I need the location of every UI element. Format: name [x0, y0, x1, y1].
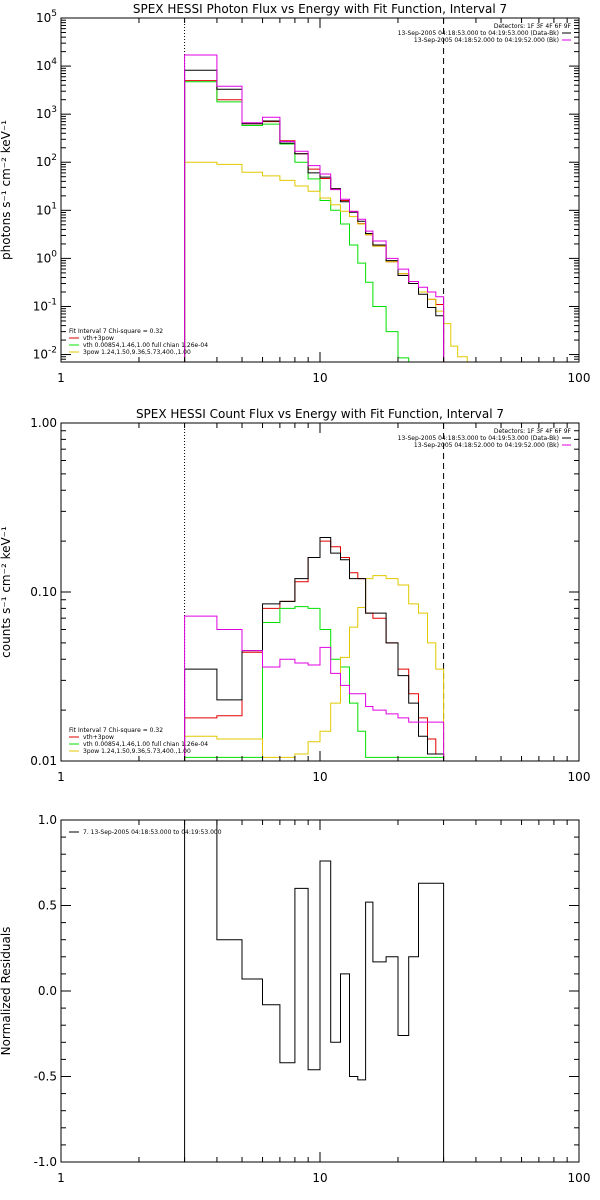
series-line-3pow: [184, 575, 445, 761]
annotation-right: 13-Sep-2005 04:18:53.000 to 04:19:53.000…: [398, 435, 559, 442]
x-tick-label: 100: [568, 1171, 591, 1185]
legend-entry: vth 0.00854,1.46,1.00 full chian 1.26e-0…: [83, 741, 208, 748]
x-tick-label: 1: [57, 371, 65, 385]
chart-title: SPEX HESSI Photon Flux vs Energy with Fi…: [133, 2, 507, 16]
y-tick-label: 0.01: [30, 754, 57, 768]
y-tick-label: 104: [36, 57, 57, 73]
legend-entry: Fit Interval 7 Chi-square = 0.32: [69, 328, 163, 335]
y-tick-label: 10-2: [33, 346, 57, 362]
panel-2: SPEX HESSI Count Flux vs Energy with Fit…: [0, 407, 590, 784]
series-line-vth-3pow: [184, 540, 445, 761]
panel-1: SPEX HESSI Photon Flux vs Energy with Fi…: [0, 2, 590, 385]
series-line-data-bk: [184, 537, 445, 761]
y-tick-label: 105: [36, 9, 57, 25]
annotation-right: Detectors: 1F 3F 4F 6F 9F: [494, 23, 572, 30]
y-tick-label: -1.0: [34, 1155, 57, 1169]
series-line-3pow: [184, 161, 468, 362]
y-axis-label: photons s⁻¹ cm⁻² keV⁻¹: [0, 120, 13, 260]
series-line-vth: [184, 81, 410, 362]
series-line-bk: [184, 615, 445, 761]
legend-entry: Fit Interval 7 Chi-square = 0.32: [69, 727, 163, 734]
y-tick-label: 0.0: [38, 984, 57, 998]
series-line-bk: [184, 54, 445, 362]
x-tick-label: 1: [57, 1171, 65, 1185]
y-tick-label: 103: [36, 105, 57, 121]
legend-entry: 3pow 1.24,1.50,9.36,5.73,400.,1.00: [83, 748, 191, 755]
series-line-vth-3pow: [184, 80, 445, 362]
annotation-right: Detectors: 1F 3F 4F 6F 9F: [494, 428, 572, 435]
y-axis-label: counts s⁻¹ cm⁻² keV⁻¹: [0, 526, 13, 658]
y-axis-label: Normalized Residuals: [0, 927, 13, 1056]
x-tick-label: 10: [312, 1171, 327, 1185]
series-group: [184, 820, 445, 1162]
series-group: [184, 537, 445, 761]
y-tick-label: 10-1: [33, 297, 57, 313]
y-tick-label: 1.00: [30, 416, 57, 430]
annotation-right: 13-Sep-2005 04:18:52.000 to 04:19:52.000…: [414, 442, 559, 449]
y-tick-label: 101: [36, 201, 57, 217]
legend-entry: vth 0.00854,1.46,1.00 full chian 1.26e-0…: [83, 342, 208, 349]
legend-entry: 7. 13-Sep-2005 04:18:53.000 to 04:19:53.…: [83, 829, 222, 836]
x-tick-label: 10: [312, 770, 327, 784]
legend-entry: vth+3pow: [83, 335, 114, 342]
legend-entry: vth+3pow: [83, 734, 114, 741]
y-tick-label: -0.5: [34, 1070, 57, 1084]
series-line-residuals: [184, 820, 445, 1162]
panel-3: 1 10 100 -1.0 -0.5 0.0 0.5 1.0 Normalized Residu…: [0, 813, 590, 1185]
x-tick-label: 100: [568, 770, 591, 784]
x-tick-label: 10: [312, 371, 327, 385]
annotation-right: 13-Sep-2005 04:18:52.000 to 04:19:52.000…: [414, 37, 559, 44]
x-tick-label: 1: [57, 770, 65, 784]
y-tick-label: 102: [36, 153, 57, 169]
y-tick-label: 100: [36, 249, 57, 265]
legend-entry: 3pow 1.24,1.50,9.36,5.73,400.,1.00: [83, 349, 191, 356]
series-group: [184, 54, 468, 362]
plot-frame: [60, 422, 580, 762]
y-tick-label: 1.0: [38, 813, 57, 827]
y-tick-label: 0.5: [38, 899, 57, 913]
series-line-data-bk: [184, 69, 445, 362]
chart-title: SPEX HESSI Count Flux vs Energy with Fit…: [136, 407, 504, 421]
annotation-right: 13-Sep-2005 04:18:53.000 to 04:19:53.000…: [398, 30, 559, 37]
x-tick-label: 100: [568, 371, 591, 385]
y-tick-label: 0.10: [30, 585, 57, 599]
